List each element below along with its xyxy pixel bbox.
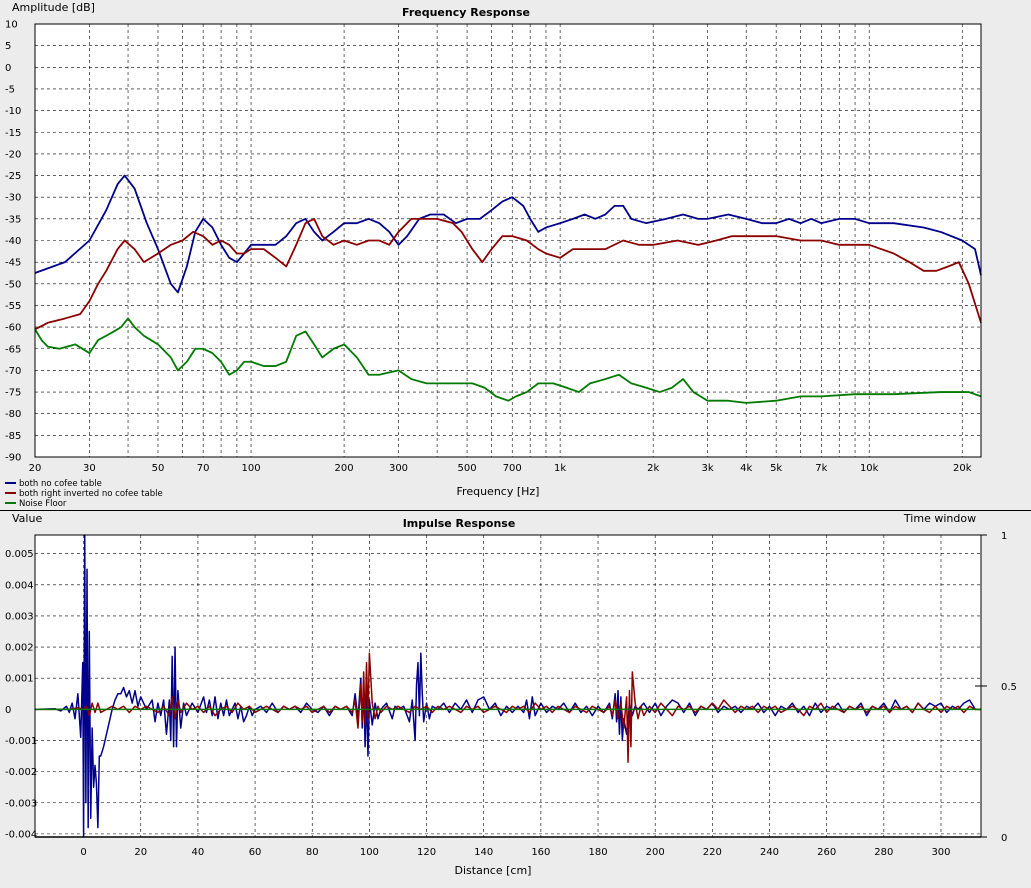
ir-y-tick-label: 0.004 <box>5 580 34 591</box>
fr-y-tick-label: -30 <box>5 193 21 204</box>
fr-series-line-noise-floor <box>34 317 982 404</box>
legend-item-both-right-inverted: both right inverted no cofee table <box>5 489 163 499</box>
ir-y2-tick-label: 0 <box>1001 833 1007 844</box>
fr-x-tick-label: 20k <box>953 463 972 474</box>
fr-x-tick-labels: 20 30 50 70 100 200 300 500 700 1k 2k 3k 4k 5k 7k 10k 20… <box>29 463 972 474</box>
ir-x-tick-label: 300 <box>931 847 950 858</box>
ir-x-tick-label: 120 <box>417 847 436 858</box>
ir-x-tick-label: 60 <box>249 847 262 858</box>
ir-y-tick-label: 0.002 <box>5 643 34 654</box>
fr-y-tick-label: -70 <box>5 366 21 377</box>
fr-y-tick-label: -90 <box>5 453 21 464</box>
ir-y-tick-label: 0.005 <box>5 549 34 560</box>
fr-y-tick-label: 0 <box>5 63 11 74</box>
fr-x-tick-label: 70 <box>197 463 210 474</box>
fr-y-tick-label: -10 <box>5 106 21 117</box>
ir-y-tick-label: -0.001 <box>5 736 37 747</box>
legend-item-noise-floor: Noise Floor <box>5 499 67 509</box>
fr-series-line-both-no-cofee-table <box>34 174 982 294</box>
fr-x-tick-label: 30 <box>83 463 96 474</box>
fr-y-tick-label: -5 <box>5 84 15 95</box>
legend-label: Noise Floor <box>19 499 67 509</box>
legend-item-both-no-cofee-table: both no cofee table <box>5 479 102 489</box>
fr-y-tick-label: -65 <box>5 344 21 355</box>
ir-y-tick-label: 0.001 <box>5 674 34 685</box>
ir-x-tick-label: 100 <box>360 847 379 858</box>
fr-x-tick-label: 3k <box>702 463 714 474</box>
fr-y-tick-label: -35 <box>5 214 21 225</box>
fr-x-tick-label: 7k <box>815 463 827 474</box>
ir-x-tick-label: 240 <box>760 847 779 858</box>
fr-plot-frame <box>34 23 982 458</box>
fr-y-tick-label: 10 <box>5 20 18 31</box>
fr-x-tick-label: 2k <box>647 463 659 474</box>
fr-y-axis-label: Amplitude [dB] <box>12 1 95 14</box>
ir-x-tick-label: 0 <box>80 847 86 858</box>
ir-time-window-label: Time window <box>903 512 976 525</box>
ir-x-tick-label: 140 <box>474 847 493 858</box>
fr-series-line-both-right-inverted-no-cofee-table <box>34 217 982 331</box>
fr-x-tick-label: 1k <box>554 463 566 474</box>
ir-y-tick-label: -0.004 <box>5 829 37 840</box>
fr-y-tick-label: -80 <box>5 409 21 420</box>
fr-x-tick-label: 10k <box>860 463 879 474</box>
fr-y-tick-label: -25 <box>5 171 21 182</box>
fr-y-tick-label: -85 <box>5 431 21 442</box>
fr-y-tick-label: -60 <box>5 323 21 334</box>
fr-y-tick-label: -20 <box>5 149 21 160</box>
ir-y-tick-label: -0.003 <box>5 798 37 809</box>
legend-label: both right inverted no cofee table <box>19 489 163 499</box>
fr-x-tick-label: 5k <box>770 463 782 474</box>
ir-x-tick-label: 40 <box>192 847 205 858</box>
fr-y-tick-label: -45 <box>5 258 21 269</box>
fr-x-tick-label: 300 <box>389 463 408 474</box>
ir-x-tick-label: 180 <box>588 847 607 858</box>
fr-x-tick-label: 50 <box>152 463 165 474</box>
fr-legend: both no cofee table both right inverted … <box>5 479 163 509</box>
ir-time-window-axis: 10.50 <box>975 531 1017 844</box>
ir-y-tick-label: -0.002 <box>5 767 37 778</box>
fr-x-axis-label: Frequency [Hz] <box>457 485 540 498</box>
ir-y2-tick-label: 1 <box>1001 531 1007 542</box>
ir-y-tick-labels: 0.005 0.004 0.003 0.002 0.001 0 -0.001 -0.002 -0… <box>5 549 37 840</box>
ir-x-tick-label: 220 <box>703 847 722 858</box>
ir-x-tick-label: 260 <box>817 847 836 858</box>
fr-y-tick-label: -40 <box>5 236 21 247</box>
fr-x-tick-label: 700 <box>503 463 522 474</box>
fr-x-tick-label: 4k <box>740 463 752 474</box>
fr-chart-title: Frequency Response <box>402 6 530 19</box>
fr-y-tick-label: -75 <box>5 388 21 399</box>
fr-y-tick-label: -15 <box>5 128 21 139</box>
ir-y2-tick-label: 0.5 <box>1001 682 1017 693</box>
ir-y-tick-label: 0.003 <box>5 611 34 622</box>
ir-chart-title: Impulse Response <box>403 517 516 530</box>
fr-x-tick-label: 100 <box>241 463 260 474</box>
fr-y-tick-label: 5 <box>5 41 11 52</box>
ir-y-axis-label: Value <box>12 512 42 525</box>
ir-x-tick-label: 80 <box>306 847 319 858</box>
fr-y-tick-label: -50 <box>5 279 21 290</box>
fr-y-tick-labels: 10 5 0 -5 -10 -15 -20 -25 -30 -35 -40 -45 -50 -55 -60 -… <box>5 20 21 464</box>
ir-x-tick-labels: 0 20 40 60 80 100 120 140 160 180 200 220 240 260 280 3… <box>80 847 950 858</box>
fr-x-tick-label: 200 <box>335 463 354 474</box>
fr-x-tick-label: 20 <box>29 463 42 474</box>
impulse-response-chart[interactable]: 0.005 0.004 0.003 0.002 0.001 0 -0.001 -0.002 -0… <box>5 512 1017 877</box>
ir-x-tick-label: 20 <box>134 847 147 858</box>
ir-series-line-both-no-cofee-table <box>34 534 981 838</box>
fr-y-tick-label: -55 <box>5 301 21 312</box>
frequency-response-chart[interactable]: 1050-5-10-15-20-25-30-35-40-45-50-55-60-… <box>5 1 982 509</box>
ir-x-axis-label: Distance [cm] <box>455 864 532 877</box>
ir-x-tick-label: 200 <box>646 847 665 858</box>
ir-y-tick-label: 0 <box>5 705 11 716</box>
fr-x-tick-label: 500 <box>458 463 477 474</box>
legend-label: both no cofee table <box>19 479 102 489</box>
ir-x-tick-label: 280 <box>874 847 893 858</box>
fr-series-group <box>34 174 982 404</box>
ir-plot-area[interactable] <box>35 535 981 837</box>
ir-x-tick-label: 160 <box>531 847 550 858</box>
